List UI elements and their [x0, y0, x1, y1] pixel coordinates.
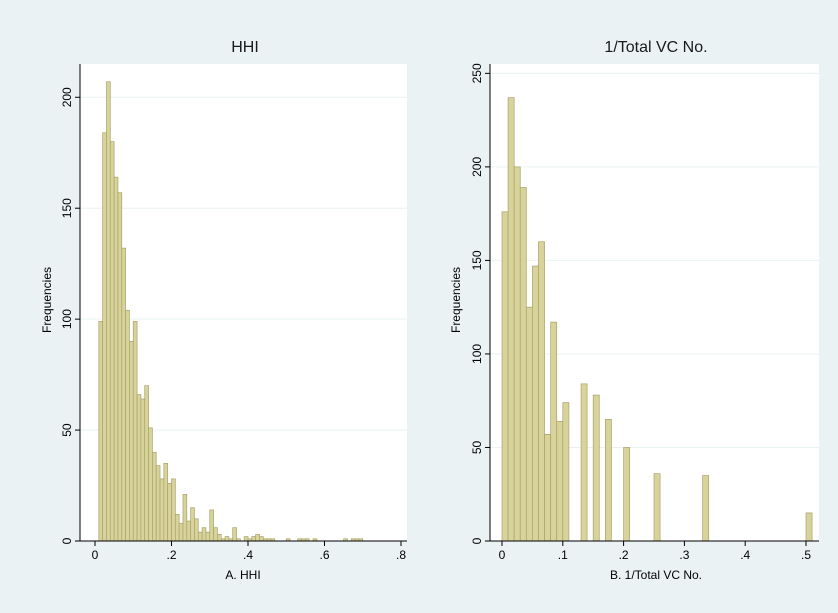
histogram-bar — [140, 398, 146, 542]
histogram-bar — [805, 512, 813, 542]
x-axis-title: B. 1/Total VC No. — [610, 568, 702, 582]
y-tick-label: 50 — [470, 440, 484, 454]
x-ticks: 0 .1 .2 .3 .4 .5 — [499, 541, 811, 562]
x-tick-label: 0 — [499, 548, 506, 562]
histogram-bar — [623, 447, 631, 542]
histogram-bar — [190, 507, 195, 542]
histogram-bar — [106, 81, 111, 542]
y-ticks: 0 50 100 150 200 250 — [470, 63, 490, 544]
chart-title: 1/Total VC No. — [604, 39, 707, 56]
histogram-bar — [117, 192, 123, 542]
histogram-bar — [538, 241, 545, 542]
histogram-bar — [148, 427, 153, 542]
histogram-bar — [532, 265, 539, 542]
histogram-bar — [556, 420, 564, 542]
histogram-bar — [121, 247, 126, 542]
histogram-bar — [213, 527, 218, 542]
histogram-bar — [197, 531, 203, 542]
x-axis-title: A. HHI — [225, 568, 260, 582]
histogram-bar — [562, 402, 570, 542]
histogram-bar — [171, 478, 176, 542]
histogram-bar — [217, 533, 222, 542]
histogram-bar — [251, 536, 256, 542]
histogram-bar — [201, 527, 207, 542]
histogram-bar — [178, 522, 184, 542]
y-ticks: 0 50 100 150 200 — [60, 87, 80, 544]
histogram-bar — [98, 321, 103, 542]
y-tick-label: 0 — [60, 537, 74, 544]
histogram-bar — [174, 514, 180, 542]
histogram-bar — [155, 465, 161, 542]
x-tick-label: .4 — [243, 548, 253, 562]
x-tick-label: .4 — [740, 548, 750, 562]
histogram-bar — [507, 97, 515, 542]
y-tick-label: 150 — [60, 198, 74, 218]
histogram-bar — [182, 494, 188, 542]
histogram-bar — [159, 478, 165, 542]
histogram-bar — [592, 394, 600, 542]
histogram-bar — [550, 321, 558, 542]
y-tick-label: 100 — [470, 344, 484, 364]
histogram-bar — [501, 211, 509, 542]
histogram-bar — [109, 141, 115, 542]
y-tick-label: 150 — [470, 250, 484, 270]
histogram-bar — [194, 518, 199, 542]
x-tick-label: .2 — [619, 548, 629, 562]
histogram-bar — [232, 527, 237, 542]
histogram-bar — [255, 533, 260, 542]
histogram-bar — [259, 536, 264, 542]
histogram-bar — [125, 309, 130, 542]
x-tick-label: 0 — [92, 548, 99, 562]
x-tick-label: .6 — [319, 548, 329, 562]
x-ticks: 0 .2 .4 .6 .8 — [92, 541, 406, 562]
histogram-bar — [144, 385, 149, 542]
histogram-bar — [102, 132, 107, 542]
histogram-bar — [132, 321, 138, 542]
histogram-bar — [129, 340, 134, 542]
y-axis-title: Frequencies — [40, 267, 54, 333]
x-tick-label: .1 — [558, 548, 568, 562]
histogram-bar — [702, 475, 710, 542]
histogram-bar — [513, 166, 521, 542]
histogram-bar — [205, 531, 211, 542]
x-tick-label: .2 — [166, 548, 176, 562]
y-tick-label: 200 — [60, 87, 74, 107]
histogram-bar — [113, 176, 119, 542]
y-axis-title: Frequencies — [449, 267, 463, 333]
y-tick-label: 250 — [470, 63, 484, 83]
histogram-bar — [186, 520, 191, 542]
inverse-vc-histogram-panel: 1/Total VC No. 0 50 100 150 200 250 0 .1 .2 .3 .4… — [420, 18, 824, 595]
y-tick-label: 200 — [470, 157, 484, 177]
histogram-bar — [163, 462, 169, 542]
histogram-bar — [152, 451, 157, 542]
histogram-bar — [209, 509, 214, 542]
y-tick-label: 0 — [470, 537, 484, 544]
histogram-bar — [525, 306, 533, 542]
histogram-bar — [224, 536, 230, 542]
chart-title: HHI — [231, 39, 259, 56]
histogram-bar — [653, 473, 661, 542]
y-tick-label: 50 — [60, 423, 74, 437]
histogram-bar — [544, 434, 551, 542]
histogram-bar — [243, 536, 249, 542]
x-tick-label: .5 — [801, 548, 811, 562]
y-tick-label: 100 — [60, 309, 74, 329]
histogram-bar — [167, 482, 172, 542]
x-tick-label: .8 — [396, 548, 406, 562]
x-tick-label: .3 — [679, 548, 689, 562]
histogram-bar — [136, 394, 142, 542]
histogram-bar — [519, 187, 527, 542]
histogram-bar — [580, 383, 588, 542]
histogram-bar — [605, 419, 612, 542]
hhi-histogram-panel: HHI 0 50 100 150 200 0 .2 .4 .6 .8 A. HHI Freque… — [20, 18, 419, 595]
